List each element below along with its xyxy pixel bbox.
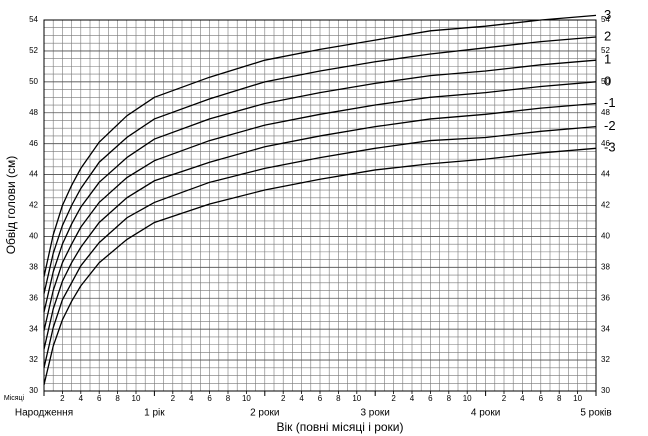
x-tick-label: 8 — [336, 394, 341, 403]
y-tick-label: 48 — [29, 108, 38, 117]
y-tick-label-right: 30 — [601, 386, 610, 395]
year-tick-label: 3 роки — [360, 408, 389, 419]
x-tick-label: 10 — [573, 394, 582, 403]
year-tick-label: Народження — [15, 408, 73, 419]
y-tick-label: 34 — [29, 324, 38, 333]
series-label: -1 — [604, 95, 616, 110]
series-line — [43, 126, 597, 368]
series-line — [43, 59, 597, 313]
y-tick-label: 42 — [29, 201, 38, 210]
series-label: -2 — [604, 118, 616, 133]
y-tick-label-right: 52 — [601, 46, 610, 55]
series-label: 2 — [604, 28, 611, 43]
x-tick-label: 6 — [207, 394, 212, 403]
y-tick-label-right: 40 — [601, 232, 610, 241]
y-tick-label: 54 — [29, 15, 38, 24]
y-tick-label: 40 — [29, 232, 38, 241]
x-tick-label: 8 — [115, 394, 120, 403]
y-tick-label: 50 — [29, 77, 38, 86]
y-tick-label: 44 — [29, 170, 38, 179]
plot-border — [43, 19, 597, 392]
x-tick-label: 6 — [318, 394, 323, 403]
y-tick-label-right: 44 — [601, 170, 610, 179]
x-tick-label: 4 — [189, 394, 194, 403]
x-tick-label: 8 — [557, 394, 562, 403]
x-tick-label: 2 — [60, 394, 65, 403]
x-tick-label: 4 — [520, 394, 525, 403]
year-tick-label: 4 роки — [471, 408, 500, 419]
x-tick-label: 6 — [539, 394, 544, 403]
series-line — [43, 14, 597, 277]
series-line — [43, 36, 597, 294]
y-tick-label-right: 54 — [601, 15, 610, 24]
x-tick-label: 10 — [132, 394, 141, 403]
y-tick-label-right: 42 — [601, 201, 610, 210]
x-tick-label: 4 — [299, 394, 304, 403]
series-line — [43, 81, 597, 331]
y-tick-label: 52 — [29, 46, 38, 55]
year-tick-label: 2 роки — [250, 408, 279, 419]
x-tick-label: 2 — [391, 394, 396, 403]
y-tick-label-right: 36 — [601, 293, 610, 302]
x-tick-label: 6 — [428, 394, 433, 403]
x-tick-label: 4 — [410, 394, 415, 403]
x-tick-label: 8 — [447, 394, 452, 403]
y-tick-label: 38 — [29, 262, 38, 271]
y-tick-label: 30 — [29, 386, 38, 395]
y-tick-label: 36 — [29, 293, 38, 302]
series-label: 3 — [604, 7, 611, 22]
x-tick-label: 8 — [226, 394, 231, 403]
x-tick-label: 2 — [171, 394, 176, 403]
y-tick-label: 32 — [29, 355, 38, 364]
y-tick-label-right: 34 — [601, 324, 610, 333]
y-tick-label-right: 50 — [601, 77, 610, 86]
year-tick-label: 5 років — [580, 408, 611, 419]
x-tick-label: 10 — [463, 394, 472, 403]
series-label: -3 — [604, 140, 616, 155]
x-tick-label: 2 — [281, 394, 286, 403]
x-tick-label: 4 — [79, 394, 84, 403]
y-tick-label-right: 32 — [601, 355, 610, 364]
x-unit-label: Місяці — [4, 394, 25, 402]
y-axis-title: Обвід голови (см) — [4, 156, 18, 255]
x-tick-label: 2 — [502, 394, 507, 403]
series-line — [43, 147, 597, 385]
x-axis-title: Вік (повні місяці і роки) — [276, 420, 403, 434]
x-tick-label: 10 — [352, 394, 361, 403]
y-tick-label-right: 46 — [601, 139, 610, 148]
series-label: 1 — [604, 52, 611, 67]
x-tick-label: 6 — [97, 394, 102, 403]
y-tick-label-right: 38 — [601, 262, 610, 271]
x-tick-label: 10 — [242, 394, 251, 403]
y-tick-label-right: 48 — [601, 108, 610, 117]
y-tick-label: 46 — [29, 139, 38, 148]
series-line — [43, 102, 597, 350]
year-tick-label: 1 рік — [144, 408, 165, 419]
series-label: 0 — [604, 73, 611, 88]
